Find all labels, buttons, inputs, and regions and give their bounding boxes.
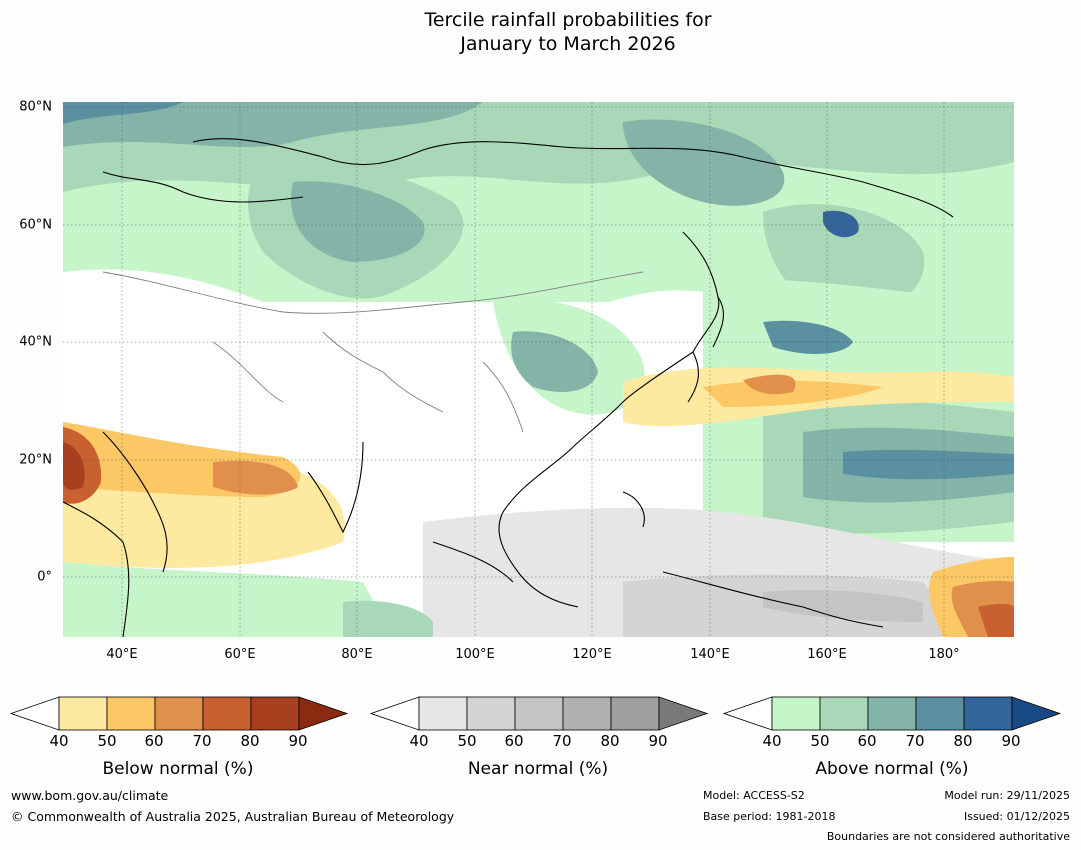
- near-tick: 60: [504, 732, 524, 750]
- graticule: [63, 102, 1014, 637]
- above-colorbar-segment: [771, 696, 821, 731]
- near-tick: 90: [648, 732, 668, 750]
- near-colorbar-segments: [370, 696, 709, 731]
- below-colorbar-segment: [106, 696, 156, 731]
- below-region-arabia-core: [63, 442, 85, 490]
- above-colorbar-segment: [867, 696, 917, 731]
- lon-label-100e: 100°E: [455, 647, 495, 662]
- above-tick: 80: [953, 732, 973, 750]
- below-colorbar-segment: [58, 696, 108, 731]
- above-colorbar-segment: [819, 696, 869, 731]
- above-normal-title: Above normal (%): [815, 759, 969, 779]
- website-link[interactable]: www.bom.gov.au/climate: [11, 788, 169, 803]
- below-colorbar-segments: [10, 696, 349, 731]
- above-region-barents: [63, 102, 483, 147]
- near-normal-colorbar: [370, 696, 709, 731]
- below-tick: 80: [240, 732, 260, 750]
- above-region-north-pacific: [763, 320, 853, 354]
- above-region-sumatra-west: [343, 600, 433, 637]
- above-colorbar-low-arrow: [723, 696, 773, 731]
- model-run-date: Model run: 29/11/2025: [944, 789, 1070, 802]
- above-tick: 90: [1001, 732, 1021, 750]
- above-colorbar-segments: [723, 696, 1062, 731]
- lat-label-40n: 40°N: [19, 334, 52, 350]
- below-colorbar-ticks: 40 50 60 70 80 90: [10, 732, 350, 752]
- above-region-west-siberia: [291, 181, 425, 262]
- country-borders: [102, 271, 644, 433]
- below-normal-title: Below normal (%): [102, 759, 254, 779]
- near-colorbar-high-arrow: [658, 696, 709, 731]
- lon-label-120e: 120°E: [572, 647, 612, 662]
- lat-label-0: 0°: [37, 569, 52, 585]
- below-colorbar-low-arrow: [10, 696, 60, 731]
- near-normal-title: Near normal (%): [467, 759, 609, 779]
- near-colorbar-low-arrow: [370, 696, 420, 731]
- above-colorbar-ticks: 40 50 60 70 80 90: [723, 732, 1063, 752]
- below-normal-colorbar: [10, 696, 349, 731]
- below-tick: 50: [97, 732, 117, 750]
- near-colorbar-segment: [562, 696, 612, 731]
- below-colorbar-segment: [154, 696, 204, 731]
- above-colorbar-segment: [915, 696, 965, 731]
- above-region-okhotsk: [823, 210, 859, 238]
- lon-label-40e: 40°E: [106, 647, 138, 662]
- near-colorbar-segment: [418, 696, 468, 731]
- copyright-text: © Commonwealth of Australia 2025, Austra…: [11, 809, 455, 824]
- below-colorbar-segment: [202, 696, 252, 731]
- below-colorbar-high-arrow: [298, 696, 349, 731]
- below-region-indian-ocean-north: [213, 460, 298, 495]
- lat-label-20n: 20°N: [19, 452, 52, 468]
- below-colorbar-segment: [250, 696, 300, 731]
- near-tick: 80: [600, 732, 620, 750]
- below-region-south-pacific-max: [978, 603, 1014, 637]
- near-colorbar-segment: [610, 696, 660, 731]
- lon-label-180: 180°: [928, 647, 960, 662]
- lon-label-160e: 160°E: [807, 647, 847, 662]
- chart-title: Tercile rainfall probabilities for Janua…: [0, 8, 1081, 56]
- near-colorbar-segment: [514, 696, 564, 731]
- lon-label-80e: 80°E: [341, 647, 373, 662]
- above-region-south-indian: [63, 562, 393, 637]
- below-region-subtropical-max: [743, 374, 796, 395]
- above-region-itcz-core: [843, 449, 1014, 480]
- below-tick: 60: [144, 732, 164, 750]
- below-tick: 70: [192, 732, 212, 750]
- rainfall-probability-map[interactable]: [63, 102, 1014, 637]
- near-tick: 40: [409, 732, 429, 750]
- above-tick: 50: [810, 732, 830, 750]
- lat-label-60n: 60°N: [19, 217, 52, 233]
- above-colorbar-high-arrow: [1011, 696, 1062, 731]
- map-canvas: [63, 102, 1014, 637]
- below-region-subtropical-core: [703, 380, 883, 407]
- above-tick: 60: [857, 732, 877, 750]
- near-tick: 70: [552, 732, 572, 750]
- coastlines: [63, 138, 954, 637]
- near-colorbar-segment: [466, 696, 516, 731]
- above-region-svalbard: [63, 102, 183, 124]
- issued-date: Issued: 01/12/2025: [963, 810, 1070, 823]
- near-region-core: [763, 590, 923, 622]
- above-tick: 40: [762, 732, 782, 750]
- above-region-yakutia: [623, 119, 785, 206]
- near-tick: 50: [457, 732, 477, 750]
- above-normal-colorbar: [723, 696, 1062, 731]
- base-period: Base period: 1981-2018: [703, 810, 836, 823]
- above-colorbar-segment: [963, 696, 1013, 731]
- boundaries-disclaimer: Boundaries are not considered authoritat…: [826, 830, 1070, 843]
- above-tick: 70: [905, 732, 925, 750]
- title-line-2: January to March 2026: [460, 33, 676, 55]
- lon-label-60e: 60°E: [224, 647, 256, 662]
- model-name: Model: ACCESS-S2: [703, 789, 805, 802]
- title-line-1: Tercile rainfall probabilities for: [424, 9, 712, 31]
- above-region-central-china: [511, 331, 598, 392]
- lat-label-80n: 80°N: [19, 99, 52, 115]
- near-colorbar-ticks: 40 50 60 70 80 90: [370, 732, 710, 752]
- lon-label-140e: 140°E: [690, 647, 730, 662]
- below-tick: 90: [288, 732, 308, 750]
- below-tick: 40: [49, 732, 69, 750]
